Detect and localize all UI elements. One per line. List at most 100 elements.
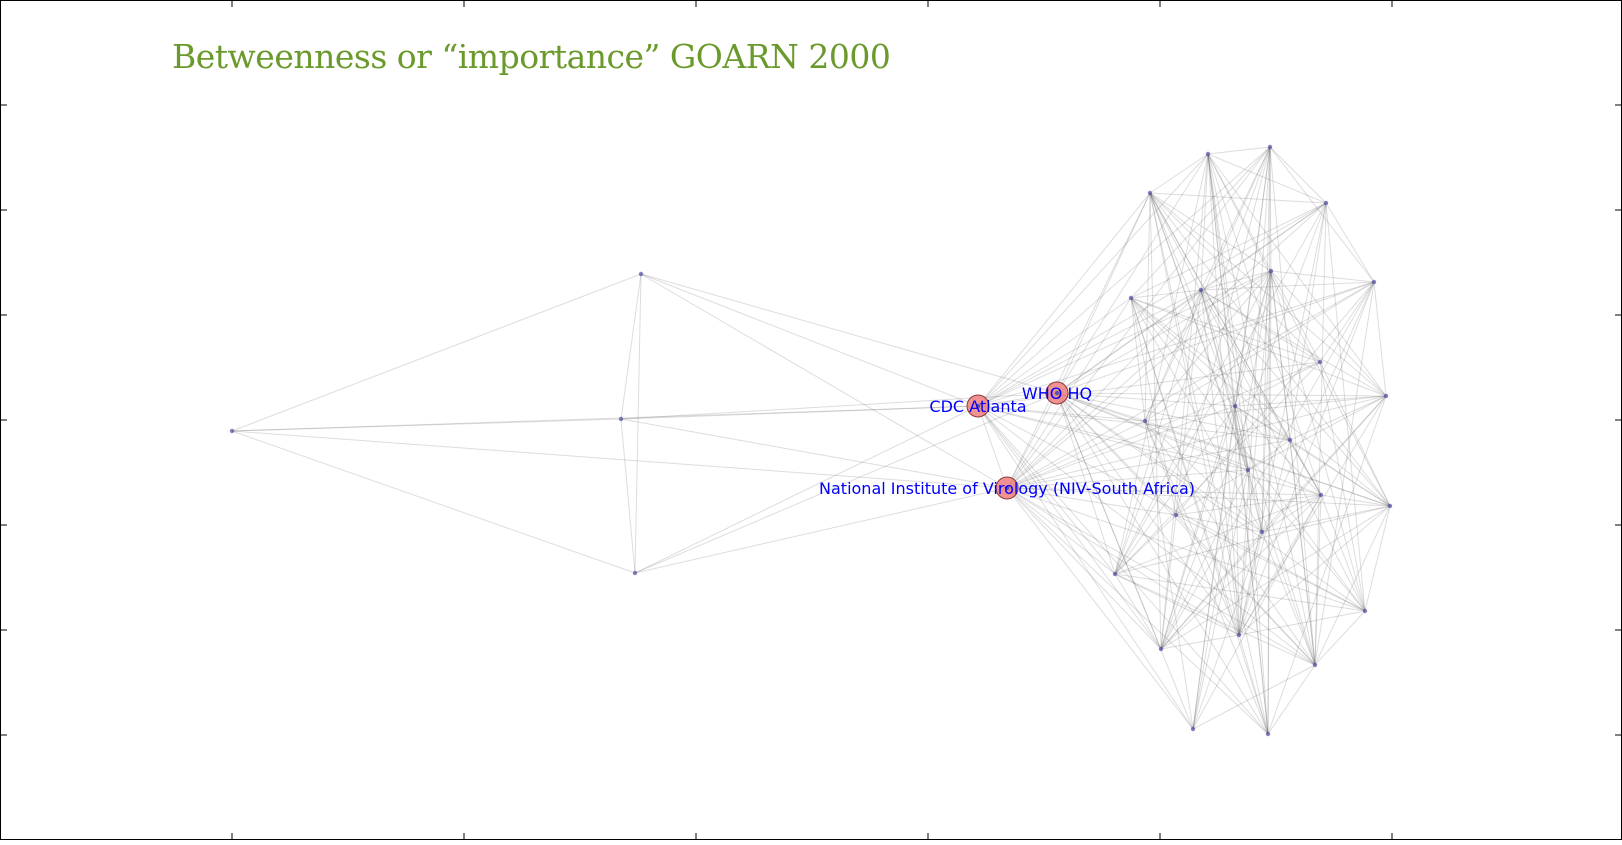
network-edge xyxy=(1006,487,1322,496)
network-edge xyxy=(1200,270,1272,291)
network-edge xyxy=(1006,487,1316,666)
network-edge xyxy=(1160,202,1327,650)
network-edge xyxy=(1144,395,1387,422)
network-edge xyxy=(977,405,1249,471)
network-edge xyxy=(1200,289,1321,363)
network-edge xyxy=(1144,192,1151,422)
network-edge xyxy=(1320,494,1391,507)
network-node xyxy=(1236,632,1242,638)
network-node xyxy=(229,428,235,434)
network-edge xyxy=(1200,281,1375,291)
network-edge xyxy=(1130,297,1146,422)
network-edge xyxy=(1056,392,1291,441)
network-edge xyxy=(1149,192,1327,204)
network-node xyxy=(1323,200,1329,206)
network-edge xyxy=(1325,202,1375,283)
network-edge xyxy=(1247,395,1387,471)
network-edge xyxy=(620,418,1008,489)
network-edge xyxy=(1160,531,1263,650)
network-edge xyxy=(1207,153,1272,272)
network-edge xyxy=(1130,297,1391,507)
network-edge xyxy=(1144,420,1316,666)
network-edge xyxy=(1175,514,1316,666)
network-edge xyxy=(1056,392,1316,666)
edge-layer xyxy=(231,146,1391,735)
highlighted-node-center xyxy=(1054,390,1060,396)
network-node xyxy=(1312,662,1318,668)
network-edge xyxy=(1056,392,1194,730)
network-edge xyxy=(1207,146,1271,155)
node-label: CDC Atlanta xyxy=(929,397,1026,416)
network-edge xyxy=(1006,487,1162,650)
network-edge xyxy=(1200,289,1316,666)
network-edge xyxy=(1160,153,1209,650)
network-edge xyxy=(1130,297,1269,735)
network-edge xyxy=(1267,395,1387,735)
network-edge xyxy=(1144,146,1271,422)
network-edge xyxy=(977,202,1327,407)
network-edge xyxy=(1149,192,1240,636)
network-node xyxy=(1173,512,1179,518)
network-edge xyxy=(1261,281,1375,533)
network-edge xyxy=(977,405,1366,612)
network-edge xyxy=(1149,192,1316,666)
network-edge xyxy=(1114,405,1236,575)
network-edge xyxy=(977,405,1269,735)
network-edge xyxy=(1175,289,1202,516)
network-edge xyxy=(1006,487,1177,516)
network-edge xyxy=(1006,192,1151,489)
network-edge xyxy=(1175,514,1366,612)
network-node xyxy=(1205,151,1211,157)
network-edge xyxy=(1006,361,1321,489)
network-edge xyxy=(1149,192,1387,397)
network-edge xyxy=(1160,505,1391,650)
network-edge xyxy=(1192,146,1271,730)
network-edge xyxy=(1289,439,1391,507)
network-edge xyxy=(1056,392,1249,471)
network-edge xyxy=(977,297,1132,407)
highlighted-node-center xyxy=(1004,485,1010,491)
network-edge xyxy=(1238,281,1375,636)
network-edge xyxy=(231,273,642,432)
network-edge xyxy=(1114,505,1391,575)
network-edge xyxy=(1144,420,1240,636)
highlighted-node-center xyxy=(975,403,981,409)
network-edge xyxy=(1006,487,1269,735)
network-edge xyxy=(1200,289,1249,471)
network-edge xyxy=(1149,192,1322,496)
network-edge xyxy=(977,192,1151,407)
network-edge xyxy=(1325,202,1366,612)
network-edge xyxy=(1056,392,1146,422)
network-edge xyxy=(1289,202,1327,441)
network-edge xyxy=(1270,270,1291,441)
network-edge xyxy=(1006,392,1058,489)
network-edge xyxy=(1130,297,1321,363)
network-edge xyxy=(1207,153,1391,507)
network-edge xyxy=(1144,420,1194,730)
network-edge xyxy=(1200,289,1240,636)
network-edge xyxy=(1114,270,1272,575)
network-edge xyxy=(1160,281,1375,650)
network-edge xyxy=(1289,395,1387,441)
network-edge xyxy=(1160,494,1322,650)
network-edge xyxy=(977,405,1194,730)
network-edge xyxy=(1006,487,1116,575)
network-edge xyxy=(1144,420,1269,735)
network-edge xyxy=(1056,392,1387,397)
network-edge xyxy=(1207,153,1263,533)
network-edge xyxy=(1319,361,1391,507)
network-edge xyxy=(1261,531,1316,666)
network-node xyxy=(1232,403,1238,409)
network-edge xyxy=(1238,531,1263,636)
network-edge xyxy=(1270,270,1375,283)
network-edge xyxy=(1270,270,1387,397)
network-edge xyxy=(1006,487,1366,612)
network-node xyxy=(1190,726,1196,732)
network-edge xyxy=(1234,405,1240,636)
network-edge xyxy=(1149,192,1162,650)
network-edge xyxy=(1006,487,1391,507)
network-node xyxy=(1362,608,1368,614)
